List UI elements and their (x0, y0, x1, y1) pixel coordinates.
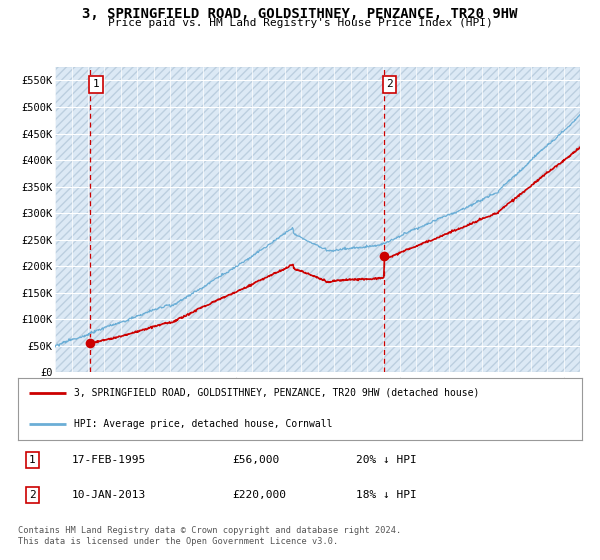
Text: £56,000: £56,000 (232, 455, 280, 465)
Text: £220,000: £220,000 (232, 490, 286, 500)
Text: Contains HM Land Registry data © Crown copyright and database right 2024.
This d: Contains HM Land Registry data © Crown c… (18, 526, 401, 546)
Text: 1: 1 (29, 455, 35, 465)
Text: Price paid vs. HM Land Registry's House Price Index (HPI): Price paid vs. HM Land Registry's House … (107, 18, 493, 28)
Text: HPI: Average price, detached house, Cornwall: HPI: Average price, detached house, Corn… (74, 418, 333, 428)
Text: 3, SPRINGFIELD ROAD, GOLDSITHNEY, PENZANCE, TR20 9HW: 3, SPRINGFIELD ROAD, GOLDSITHNEY, PENZAN… (82, 7, 518, 21)
Text: 20% ↓ HPI: 20% ↓ HPI (356, 455, 417, 465)
Text: 18% ↓ HPI: 18% ↓ HPI (356, 490, 417, 500)
Text: 2: 2 (386, 80, 393, 90)
Text: 17-FEB-1995: 17-FEB-1995 (71, 455, 146, 465)
Text: 2: 2 (29, 490, 35, 500)
Text: 3, SPRINGFIELD ROAD, GOLDSITHNEY, PENZANCE, TR20 9HW (detached house): 3, SPRINGFIELD ROAD, GOLDSITHNEY, PENZAN… (74, 388, 480, 398)
Text: 10-JAN-2013: 10-JAN-2013 (71, 490, 146, 500)
Text: 1: 1 (92, 80, 99, 90)
